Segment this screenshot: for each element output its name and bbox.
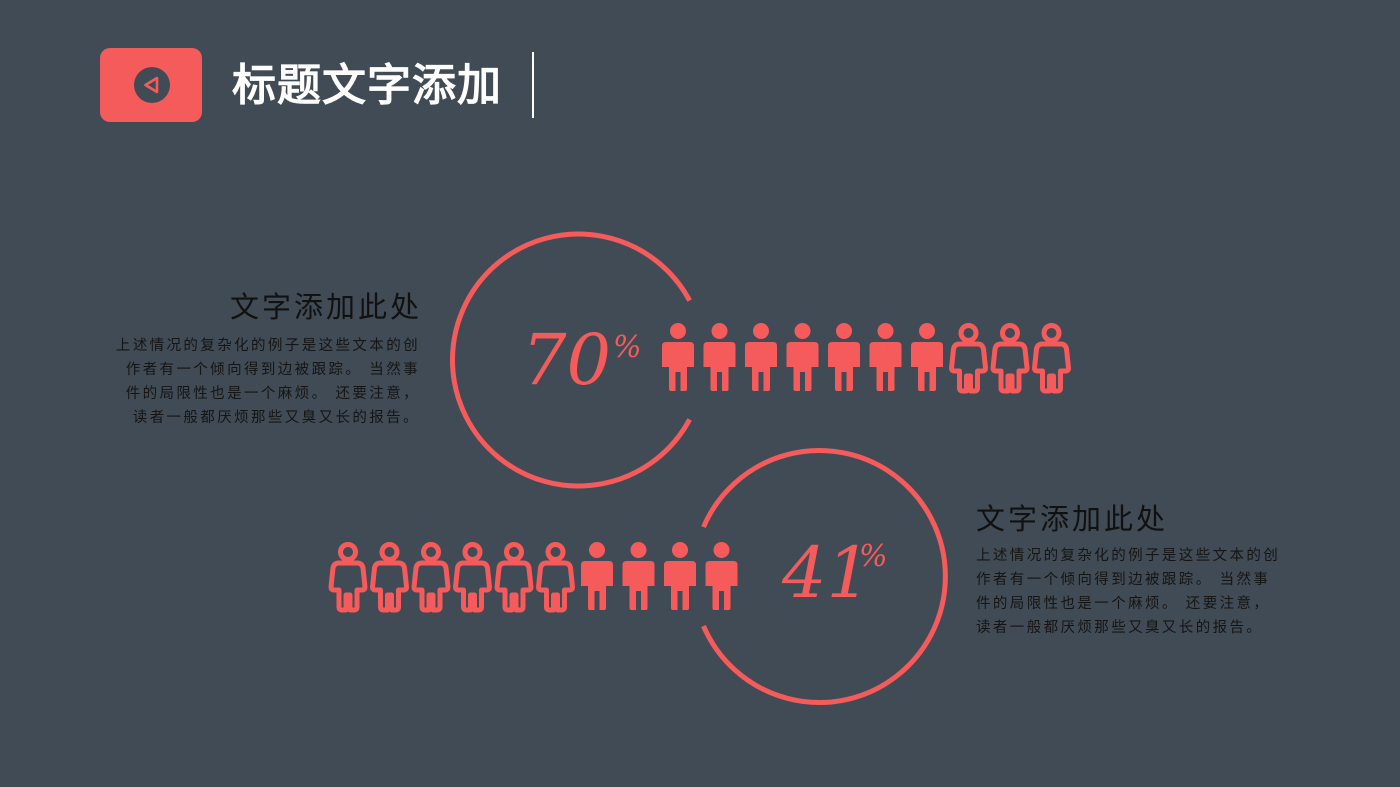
stat-2-description: 上述情况的复杂化的例子是这些文本的创 作者有一个倾向得到边被跟踪。 当然事 件的… xyxy=(976,544,1280,640)
title-badge xyxy=(100,48,202,122)
description-line: 件的局限性也是一个麻烦。 还要注意， xyxy=(125,386,420,402)
stat-2-percent-sign: % xyxy=(859,539,888,574)
person-filled-icon xyxy=(705,542,738,610)
description-line: 作者有一个倾向得到边被跟踪。 当然事 xyxy=(976,572,1271,588)
person-filled-icon xyxy=(662,323,694,391)
description-line: 读者一般都厌烦那些又臭又长的报告。 xyxy=(132,410,420,426)
description-line: 件的局限性也是一个麻烦。 还要注意， xyxy=(976,596,1271,612)
stat-2-heading: 文字添加此处 xyxy=(976,502,1169,536)
title-divider xyxy=(532,52,534,118)
person-filled-icon xyxy=(622,542,655,610)
people-row-2 xyxy=(331,542,738,610)
page-title: 标题文字添加 xyxy=(232,60,502,111)
stat-1-description: 上述情况的复杂化的例子是这些文本的创 作者有一个倾向得到边被跟踪。 当然事 件的… xyxy=(116,334,420,430)
description-line: 上述情况的复杂化的例子是这些文本的创 xyxy=(976,548,1281,564)
person-outline-icon xyxy=(497,545,531,611)
stat-1-percent-value: 70 xyxy=(522,319,611,401)
person-outline-icon xyxy=(539,545,573,611)
person-outline-icon xyxy=(952,326,986,392)
stat-2-percent-value: 41 xyxy=(781,532,871,614)
person-outline-icon xyxy=(331,545,365,611)
progress-ring-1 xyxy=(449,231,692,489)
people-row-1 xyxy=(662,323,1069,391)
person-filled-icon xyxy=(703,323,736,391)
person-outline-icon xyxy=(414,545,448,611)
person-filled-icon xyxy=(581,542,613,610)
stat-1-percent-sign: % xyxy=(613,330,642,365)
person-outline-icon xyxy=(456,545,490,611)
person-outline-icon xyxy=(1035,326,1069,392)
person-filled-icon xyxy=(911,323,943,391)
progress-ring-2 xyxy=(701,448,948,705)
description-line: 读者一般都厌烦那些又臭又长的报告。 xyxy=(976,620,1264,636)
play-back-icon xyxy=(134,67,170,103)
person-filled-icon xyxy=(745,323,777,391)
person-filled-icon xyxy=(828,323,860,391)
person-filled-icon xyxy=(664,542,696,610)
person-outline-icon xyxy=(993,326,1027,392)
person-filled-icon xyxy=(869,323,902,391)
stat-1-heading: 文字添加此处 xyxy=(229,290,422,324)
description-line: 作者有一个倾向得到边被跟踪。 当然事 xyxy=(125,362,420,378)
person-filled-icon xyxy=(786,323,819,391)
description-line: 上述情况的复杂化的例子是这些文本的创 xyxy=(115,338,420,354)
person-outline-icon xyxy=(373,545,407,611)
